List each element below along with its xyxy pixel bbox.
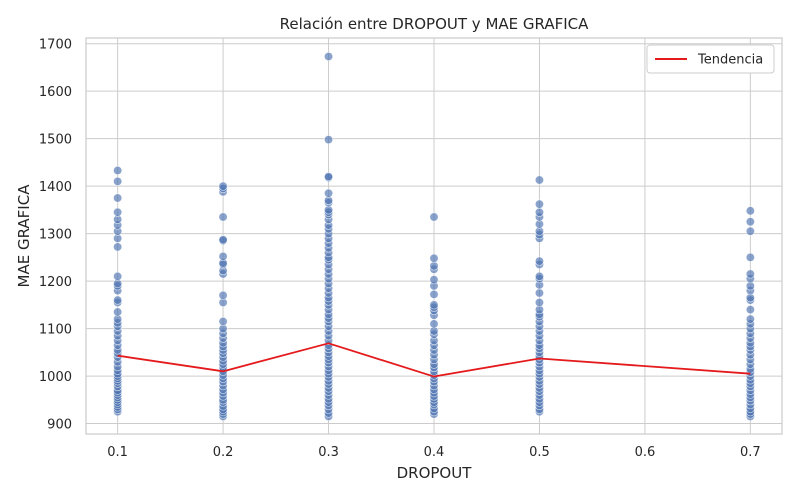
chart-title: Relación entre DROPOUT y MAE GRAFICA — [280, 15, 590, 33]
y-axis-label: MAE GRAFICA — [15, 184, 33, 288]
scatter-point — [429, 275, 439, 285]
y-tick-label: 1200 — [39, 275, 72, 290]
scatter-point — [218, 290, 228, 300]
scatter-point — [534, 207, 544, 217]
scatter-point — [534, 199, 544, 209]
scatter-point — [429, 300, 439, 310]
x-tick-label: 0.7 — [740, 445, 761, 460]
scatter-point — [534, 288, 544, 298]
scatter-point — [534, 271, 544, 281]
y-tick-label: 1500 — [39, 133, 72, 148]
scatter-point — [113, 242, 123, 252]
x-tick-label: 0.5 — [529, 445, 550, 460]
x-axis-ticks: 0.1 0.2 0.3 0.4 0.5 0.6 0.7 — [107, 445, 760, 460]
legend-label-tendencia: Tendencia — [697, 53, 763, 68]
scatter-point — [534, 175, 544, 185]
scatter-point — [218, 235, 228, 245]
x-axis-label: DROPOUT — [397, 464, 473, 482]
plot-frame — [85, 37, 783, 435]
scatter-point — [218, 316, 228, 326]
scatter-point — [745, 252, 755, 262]
scatter-point — [113, 207, 123, 217]
scatter-point — [745, 305, 755, 315]
scatter-points — [113, 52, 755, 421]
y-tick-label: 1600 — [39, 85, 72, 100]
scatter-point — [324, 52, 334, 62]
scatter-point — [113, 165, 123, 175]
x-tick-label: 0.2 — [213, 445, 234, 460]
scatter-point — [429, 319, 439, 329]
y-tick-label: 1300 — [39, 228, 72, 243]
scatter-point — [429, 212, 439, 222]
scatter-point — [745, 226, 755, 236]
trend-line-layer — [117, 342, 751, 378]
scatter-point — [324, 188, 334, 198]
y-tick-label: 1100 — [39, 323, 72, 338]
scatter-point — [429, 253, 439, 263]
scatter-point — [745, 269, 755, 279]
scatter-point — [429, 289, 439, 299]
scatter-point — [534, 256, 544, 266]
legend-box — [646, 44, 775, 74]
scatter-point — [324, 172, 334, 182]
scatter-point — [324, 135, 334, 145]
scatter-point — [429, 261, 439, 271]
scatter-point — [113, 271, 123, 281]
y-axis-ticks: 900 1000 1100 1200 1300 1400 1500 1600 1700 — [39, 38, 72, 433]
trend-line — [117, 342, 751, 378]
scatter-point — [113, 193, 123, 203]
y-tick-label: 1700 — [39, 38, 72, 53]
scatter-point — [745, 217, 755, 227]
x-tick-label: 0.1 — [107, 445, 128, 460]
x-tick-label: 0.3 — [318, 445, 339, 460]
legend: Tendencia — [646, 44, 775, 74]
scatter-point — [113, 295, 123, 305]
scatter-point — [218, 181, 228, 191]
y-tick-label: 1400 — [39, 180, 72, 195]
x-tick-label: 0.6 — [635, 445, 656, 460]
scatter-point — [218, 212, 228, 222]
scatter-point — [745, 314, 755, 324]
scatter-point — [745, 206, 755, 216]
y-tick-label: 1000 — [39, 370, 72, 385]
y-tick-label: 900 — [47, 418, 72, 433]
x-tick-label: 0.4 — [424, 445, 445, 460]
scatter-point — [534, 297, 544, 307]
scatter-point — [113, 176, 123, 186]
scatter-point — [218, 251, 228, 261]
scatter-point — [113, 307, 123, 317]
